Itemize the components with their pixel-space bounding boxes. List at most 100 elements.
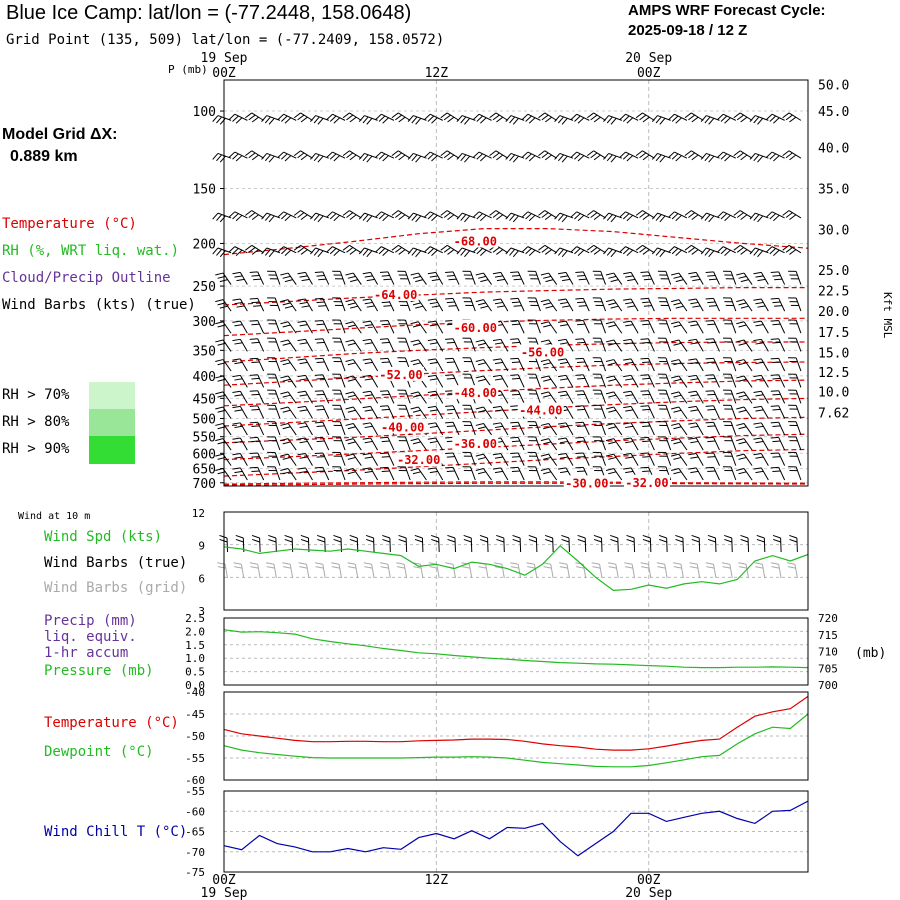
cross-section-wind-barb-feather — [626, 214, 634, 222]
cross-section-wind-barb — [322, 467, 330, 481]
cross-section-wind-barb-feather — [558, 338, 567, 342]
cross-section-wind-barb-feather — [688, 298, 697, 301]
cross-section-wind-barb-feather — [543, 324, 552, 328]
cross-section-wind-barb-feather — [264, 249, 271, 256]
cross-section-wind-barb — [665, 319, 672, 334]
cross-section-wind-barb — [452, 405, 460, 419]
cross-section-wind-barb-feather — [640, 374, 649, 376]
cross-section-wind-barb-feather — [688, 422, 697, 425]
cross-section-wind-barb-feather — [316, 440, 325, 443]
cross-section-wind-barb-feather — [317, 250, 324, 258]
cross-section-wind-barb — [548, 391, 558, 404]
cross-section-wind-barb — [332, 151, 346, 159]
cross-section-wind-barb — [778, 320, 786, 334]
cross-section-wind-barb-feather — [293, 150, 301, 157]
cross-section-wind-barb-feather — [395, 152, 402, 159]
true-wind-barb-feather — [528, 534, 537, 539]
cross-section-wind-barb — [500, 272, 509, 285]
true-wind-barb-feather — [251, 534, 260, 539]
cross-section-wind-barb-feather — [326, 211, 333, 218]
cross-section-wind-barb-feather — [212, 153, 219, 160]
true-wind-barb-feather — [414, 534, 423, 539]
cross-section-wind-barb — [613, 423, 623, 436]
cross-section-wind-barb — [544, 150, 557, 159]
grid-wind-barb-feather — [608, 566, 617, 569]
grid-wind-barb-feather — [657, 566, 666, 569]
cross-section-wind-barb — [582, 338, 590, 352]
cross-section-wind-barb — [771, 151, 785, 159]
cross-section-wind-barb-feather — [232, 248, 239, 255]
cross-section-wind-barb-feather — [753, 405, 762, 409]
cross-section-wind-barb-feather — [212, 247, 219, 255]
true-wind-barb-feather — [593, 534, 602, 539]
pressure-tick-label: 450 — [193, 392, 216, 407]
true-wind-barb-feather — [740, 538, 749, 543]
cross-section-wind-barb-feather — [297, 437, 306, 440]
cross-section-wind-barb-feather — [773, 249, 780, 256]
cross-section-wind-barb-feather — [358, 212, 365, 220]
cross-section-wind-barb — [381, 113, 395, 121]
cross-section-wind-barb — [239, 375, 248, 388]
cross-section-wind-barb-feather — [623, 358, 632, 361]
cross-section-wind-barb-feather — [407, 247, 414, 255]
cross-section-wind-barb — [678, 468, 688, 481]
cross-section-wind-barb-feather — [558, 453, 567, 456]
cross-section-wind-barb-feather — [577, 470, 586, 473]
true-wind-barb-feather — [431, 538, 440, 543]
cross-section-wind-barb-feather — [525, 115, 532, 122]
true-wind-barb-feather — [707, 538, 716, 543]
cross-section-wind-barb-feather — [297, 467, 306, 470]
cross-section-wind-barb-feather — [232, 374, 241, 378]
cross-section-wind-barb — [352, 375, 362, 388]
true-wind-barb-feather — [365, 538, 374, 543]
cross-section-wind-barb-feather — [753, 116, 760, 124]
cross-section-wind-barb — [771, 211, 785, 219]
isotherm-line — [223, 433, 809, 461]
cross-section-wind-barb-feather — [345, 422, 354, 426]
cross-section-wind-barb-feather — [606, 249, 613, 256]
cross-section-wind-barb — [305, 298, 313, 312]
cross-section-wind-barb-feather — [625, 456, 634, 459]
cross-section-wind-barb — [352, 438, 362, 451]
cross-section-wind-barb-feather — [251, 249, 259, 255]
cross-section-wind-barb — [339, 338, 346, 352]
cross-section-wind-barb-feather — [492, 298, 501, 301]
cross-section-wind-barb-feather — [512, 215, 519, 223]
cross-section-wind-barb-feather — [299, 342, 308, 345]
grid-wind-barb — [338, 564, 343, 579]
cross-section-wind-barb-feather — [770, 436, 779, 439]
cross-section-wind-barb-feather — [281, 213, 288, 220]
cross-section-wind-barb-feather — [642, 323, 651, 326]
cross-section-wind-barb-feather — [673, 378, 682, 382]
cross-section-wind-barb — [352, 299, 362, 312]
cross-section-wind-barb-feather — [475, 272, 484, 276]
cross-section-wind-barb-feather — [300, 154, 308, 161]
cross-section-wind-barb-feather — [688, 405, 697, 409]
true-wind-barb-feather — [593, 538, 602, 543]
cross-section-wind-barb-feather — [521, 113, 529, 121]
cross-section-wind-barb — [691, 112, 704, 121]
cross-section-wind-barb-feather — [456, 212, 463, 220]
cross-section-wind-barb — [381, 211, 395, 219]
cross-section-wind-barb-feather — [248, 152, 256, 159]
cross-section-wind-barb-feather — [688, 212, 696, 218]
windchill-legend: Wind Chill T (°C) — [44, 824, 187, 840]
cross-section-wind-barb-feather — [364, 324, 373, 327]
cross-section-wind-barb-feather — [234, 394, 243, 397]
pressure-tick-label: 650 — [193, 463, 216, 478]
cross-section-wind-barb — [370, 375, 379, 388]
cross-section-wind-barb-feather — [378, 213, 386, 220]
true-wind-barb-feather — [756, 538, 765, 543]
cross-section-wind-barb-feather — [736, 438, 745, 442]
cross-section-wind-barb-feather — [668, 113, 675, 121]
cross-section-wind-barb — [483, 359, 492, 372]
cross-section-wind-barb — [352, 321, 362, 334]
height-tick-label: 35.0 — [818, 182, 849, 197]
cross-section-wind-barb-feather — [705, 338, 714, 340]
cross-section-wind-barb — [352, 423, 362, 436]
cross-section-wind-barb — [274, 357, 281, 372]
precip-tick-label: 0.5 — [185, 666, 205, 679]
cross-section-wind-barb-feather — [314, 338, 323, 340]
cross-section-wind-barb — [739, 112, 753, 121]
model-grid-label: Model Grid ΔX: — [2, 126, 118, 143]
